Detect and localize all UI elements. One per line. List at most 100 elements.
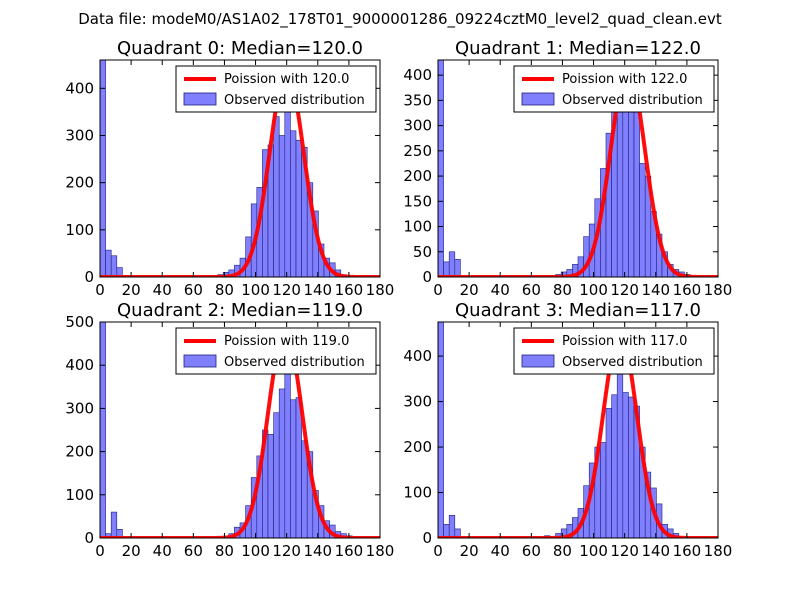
x-tick-label: 160 xyxy=(673,281,702,299)
x-tick-label: 120 xyxy=(610,542,639,560)
x-tick-label: 60 xyxy=(522,281,541,299)
x-tick-label: 0 xyxy=(95,281,105,299)
y-tick-label: 100 xyxy=(403,484,432,502)
axes-frame xyxy=(437,59,719,278)
y-tick-label: 50 xyxy=(413,243,432,261)
x-tick-label: 120 xyxy=(610,281,639,299)
histogram-bar xyxy=(622,392,629,538)
y-tick-label: 500 xyxy=(65,313,94,331)
x-tick-label: 20 xyxy=(122,281,141,299)
x-tick-label: 140 xyxy=(303,542,332,560)
legend: Poission with 119.0 Observed distribution xyxy=(175,327,377,375)
histogram-bar xyxy=(278,135,286,277)
histogram-bar xyxy=(295,139,302,277)
x-tick-label: 0 xyxy=(95,542,105,560)
legend-curve-label: Poission with 122.0 xyxy=(562,72,687,87)
x-tick-label: 20 xyxy=(122,542,141,560)
histogram-bar xyxy=(454,528,461,538)
histogram-bar xyxy=(628,110,635,277)
y-tick-label: 200 xyxy=(403,167,432,185)
y-tick-label: 300 xyxy=(403,117,432,135)
x-tick-label: 160 xyxy=(335,281,364,299)
y-tick-label: 400 xyxy=(403,347,432,365)
axes-frame xyxy=(99,321,381,539)
subplot-quadrant-2: 0 20 40 60 80 100 120 140 160 1800100200300400500… xyxy=(65,300,394,560)
histogram-bar xyxy=(438,60,444,277)
histogram-bar xyxy=(454,259,461,277)
figure-suptitle: Data file: modeM0/AS1A02_178T01_90000012… xyxy=(78,10,722,29)
histogram-bar xyxy=(616,369,624,538)
x-tick-label: 100 xyxy=(241,281,270,299)
x-tick-label: 120 xyxy=(272,542,301,560)
x-tick-label: 80 xyxy=(553,281,572,299)
histogram-bar xyxy=(639,163,646,277)
legend: Poission with 122.0 Observed distribution xyxy=(513,65,715,113)
histogram-bar xyxy=(290,399,297,538)
x-tick-label: 160 xyxy=(673,542,702,560)
y-tick-label: 350 xyxy=(403,91,432,109)
histogram-bar xyxy=(284,373,291,538)
subplot-title: Quadrant 0: Median=120.0 xyxy=(117,38,363,59)
subplot-title: Quadrant 3: Median=117.0 xyxy=(455,300,701,321)
legend: Poission with 117.0 Observed distribution xyxy=(513,327,715,375)
histogram-bar xyxy=(616,84,624,277)
histogram-bar xyxy=(600,442,607,538)
histogram-bar xyxy=(438,322,444,538)
y-tick-label: 100 xyxy=(65,221,94,239)
legend-bar-swatch xyxy=(521,354,555,368)
subplot-quadrant-0: 0 20 40 60 80 100 120 140 160 1800100200300400Qua… xyxy=(65,38,394,299)
axes-frame xyxy=(99,59,381,278)
histogram-bar xyxy=(448,251,456,277)
poisson-curve xyxy=(438,331,718,538)
subplots-grid: 0 20 40 60 80 100 120 140 160 1800100200300400Qua… xyxy=(65,38,732,560)
y-tick-label: 250 xyxy=(403,142,432,160)
x-tick-label: 140 xyxy=(641,542,670,560)
x-tick-label: 140 xyxy=(641,281,670,299)
y-tick-label: 100 xyxy=(65,486,94,504)
subplot-quadrant-1: 0 20 40 60 80 100 120 140 160 1800501001502002503… xyxy=(403,38,732,299)
x-tick-label: 100 xyxy=(579,542,608,560)
histogram-bar xyxy=(267,434,274,538)
x-tick-label: 80 xyxy=(215,281,234,299)
histogram-bar xyxy=(448,514,456,538)
y-tick-label: 0 xyxy=(422,529,432,547)
histogram-bar xyxy=(290,130,297,277)
histogram-bar xyxy=(284,109,291,277)
histogram-bar xyxy=(273,116,280,277)
legend-bar-label: Observed distribution xyxy=(224,355,365,370)
x-tick-label: 80 xyxy=(553,542,572,560)
subplot-quadrant-3: 0 20 40 60 80 100 120 140 160 1800100200300400Qua… xyxy=(403,300,732,560)
legend: Poission with 120.0 Observed distribution xyxy=(175,65,377,113)
x-tick-label: 120 xyxy=(272,281,301,299)
y-tick-label: 300 xyxy=(65,399,94,417)
y-tick-label: 0 xyxy=(84,268,94,286)
x-tick-label: 40 xyxy=(491,542,510,560)
histogram-bar xyxy=(443,261,450,277)
x-tick-label: 100 xyxy=(579,281,608,299)
x-tick-label: 60 xyxy=(522,542,541,560)
legend-bar-label: Observed distribution xyxy=(562,355,703,370)
y-tick-label: 200 xyxy=(403,438,432,456)
histogram-bar xyxy=(100,60,106,277)
plot-area xyxy=(438,60,718,277)
histogram-bar xyxy=(611,394,618,538)
x-tick-label: 20 xyxy=(460,542,479,560)
subplot-title: Quadrant 2: Median=119.0 xyxy=(117,300,363,321)
histogram-bar xyxy=(628,396,635,538)
x-tick-label: 180 xyxy=(704,281,733,299)
legend-bar-label: Observed distribution xyxy=(562,93,703,108)
legend-curve-label: Poission with 117.0 xyxy=(562,334,687,349)
y-tick-label: 150 xyxy=(403,192,432,210)
x-tick-label: 20 xyxy=(460,281,479,299)
y-tick-label: 300 xyxy=(403,393,432,411)
x-tick-label: 160 xyxy=(335,542,364,560)
plot-area xyxy=(100,322,380,538)
x-tick-label: 180 xyxy=(366,542,395,560)
x-tick-label: 60 xyxy=(184,281,203,299)
legend-bar-swatch xyxy=(183,354,217,368)
y-tick-label: 200 xyxy=(65,174,94,192)
histogram-bar xyxy=(278,388,286,538)
x-tick-label: 40 xyxy=(153,542,172,560)
poisson-curve xyxy=(438,65,718,277)
